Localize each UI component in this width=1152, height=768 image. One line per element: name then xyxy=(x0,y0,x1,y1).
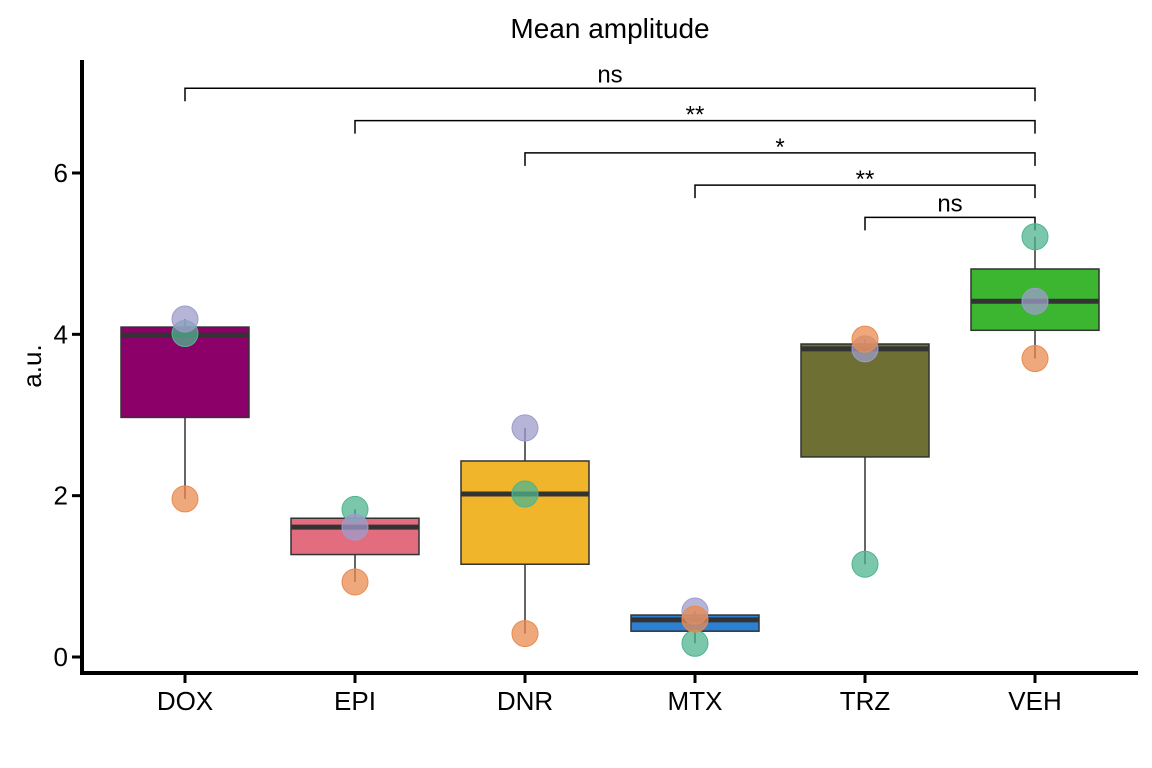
point-veh-16 xyxy=(1021,287,1049,315)
x-tick-label-mtx: MTX xyxy=(668,686,723,716)
x-tick-label-veh: VEH xyxy=(1008,686,1061,716)
bracket-epi-veh xyxy=(354,119,1036,134)
point-dnr-8 xyxy=(511,414,539,442)
box-dnr xyxy=(460,460,590,565)
point-mtx-9 xyxy=(681,629,709,657)
significance-label-trz-veh: ns xyxy=(937,190,962,217)
data-points xyxy=(171,223,1049,657)
point-epi-5 xyxy=(341,513,369,541)
point-veh-17 xyxy=(1021,223,1049,251)
bracket-dnr-veh xyxy=(524,152,1036,166)
y-tick-label-6: 6 xyxy=(54,158,68,188)
point-dnr-7 xyxy=(511,480,539,508)
point-trz-14 xyxy=(851,325,879,353)
y-tick-label-0: 0 xyxy=(54,642,68,672)
significance-label-dox-veh: ns xyxy=(597,61,622,88)
point-mtx-11 xyxy=(681,605,709,633)
x-tick-label-trz: TRZ xyxy=(840,686,891,716)
box-trz xyxy=(800,343,930,458)
point-veh-15 xyxy=(1021,345,1049,373)
chart-title: Mean amplitude xyxy=(510,13,709,44)
boxplots xyxy=(120,236,1100,644)
bracket-trz-veh xyxy=(864,216,1036,231)
point-trz-12 xyxy=(851,550,879,578)
y-tick-label-2: 2 xyxy=(54,481,68,511)
y-axis-label: a.u. xyxy=(17,344,47,387)
x-tick-label-dox: DOX xyxy=(157,686,213,716)
significance-label-dnr-veh: * xyxy=(775,134,784,161)
x-tick-label-epi: EPI xyxy=(334,686,376,716)
bracket-dox-veh xyxy=(184,87,1036,102)
point-dox-2 xyxy=(171,305,199,333)
bracket-mtx-veh xyxy=(694,184,1036,199)
point-dox-0 xyxy=(171,485,199,513)
significance-label-epi-veh: ** xyxy=(686,102,705,129)
axes: 0 2 4 6 DOX EPI DNR MTX TRZ VEH xyxy=(54,60,1138,716)
point-epi-3 xyxy=(341,568,369,596)
point-dnr-6 xyxy=(511,620,539,648)
significance-brackets: ns*****ns xyxy=(184,61,1036,231)
significance-label-mtx-veh: ** xyxy=(856,166,875,193)
y-tick-label-4: 4 xyxy=(54,319,68,349)
x-tick-label-dnr: DNR xyxy=(497,686,553,716)
